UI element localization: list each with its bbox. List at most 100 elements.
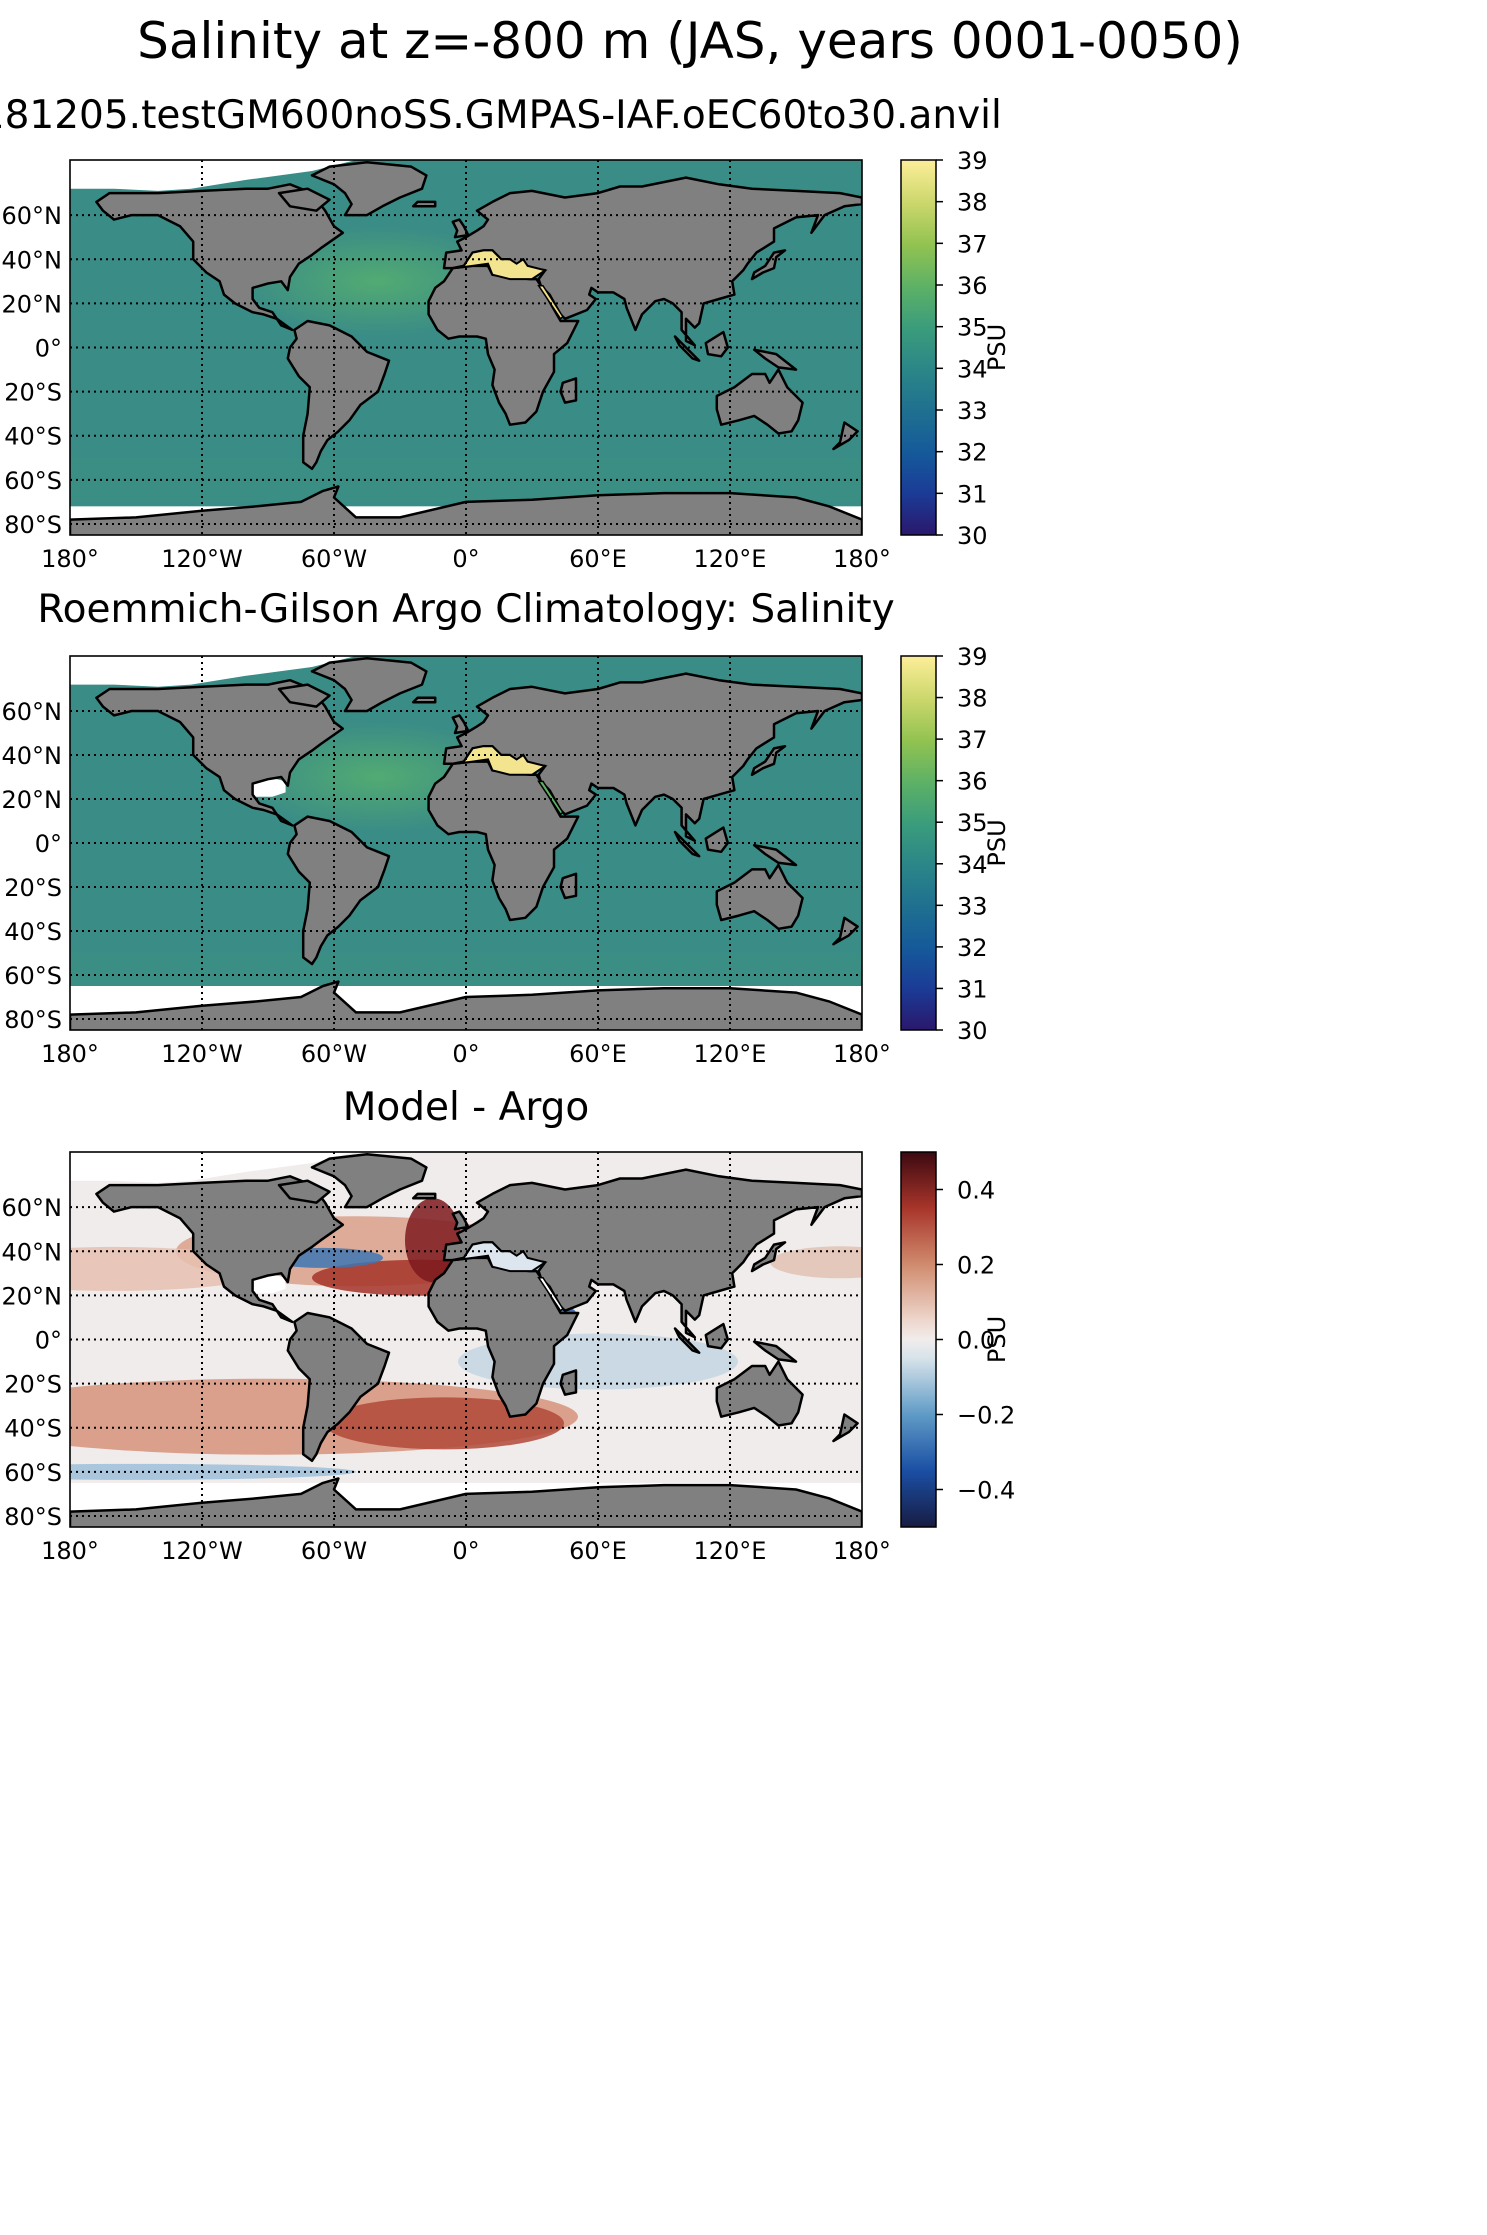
lon-tick-label: 180°	[833, 1040, 891, 1068]
land-sumatra	[673, 830, 701, 858]
land-madagascar	[559, 872, 578, 900]
lon-tick-label: 0°	[452, 1040, 479, 1068]
land-iceland	[411, 200, 437, 208]
graticule	[70, 1152, 862, 1527]
land-japan	[750, 744, 787, 777]
lon-tick-label: 0°	[452, 1537, 479, 1565]
colorbar-label: PSU	[983, 324, 1011, 371]
lon-tick-label: 180°	[41, 1040, 99, 1068]
lon-tick-label: 60°W	[301, 545, 367, 573]
lon-tick-label: 180°	[41, 1537, 99, 1565]
colorbar	[900, 655, 937, 1031]
land-south-america	[286, 815, 391, 966]
lon-tick-label: 120°E	[694, 1040, 767, 1068]
land-new-guinea	[752, 1340, 798, 1363]
lon-tick-label: 60°W	[301, 1537, 367, 1565]
colorbar-tick-label: 38	[957, 189, 988, 217]
land-antarctica	[70, 1477, 862, 1527]
land-new-guinea	[752, 843, 798, 867]
land-australia	[715, 1360, 804, 1427]
land-greenland	[310, 656, 428, 713]
colorbar	[900, 1151, 937, 1528]
missing-data-arctic	[70, 656, 356, 687]
colorbar-tick-label: 30	[957, 1017, 988, 1045]
lat-tick-label: 60°N	[2, 1194, 63, 1222]
lat-tick-label: 60°S	[4, 962, 62, 990]
land-greenland	[310, 160, 428, 217]
colorbar-tick-label: 32	[957, 934, 988, 962]
missing-data-arctic	[70, 1152, 356, 1183]
land-britain	[451, 1210, 470, 1231]
colorbar-tick-label: 38	[957, 685, 988, 713]
panel-1: 20181205.testGM600noSS.GMPAS-IAF.oEC60to…	[0, 93, 1011, 573]
lon-tick-label: 60°E	[569, 1537, 627, 1565]
lat-tick-label: 20°N	[2, 290, 63, 318]
lat-tick-label: 0°	[35, 335, 62, 363]
land-madagascar	[559, 377, 578, 404]
lat-tick-label: 0°	[35, 1327, 62, 1355]
lat-tick-label: 40°N	[2, 1238, 63, 1266]
panel-2: Roemmich-Gilson Argo Climatology: Salini…	[2, 587, 1012, 1068]
lat-tick-label: 40°S	[4, 423, 62, 451]
map-frame	[69, 1151, 863, 1528]
lat-tick-label: 20°N	[2, 1282, 63, 1310]
land-north-america	[95, 1175, 345, 1324]
anomaly-region	[70, 1463, 356, 1480]
panel-3: Model - Argo 180° 120°W 60°W 0° 60°E 120°E 180°…	[2, 1085, 1016, 1565]
colorbar-tick-label: −0.2	[957, 1402, 1015, 1430]
graticule	[70, 160, 862, 535]
anomaly-region	[770, 1246, 862, 1279]
colorbar-tick-label: 31	[957, 480, 988, 508]
lon-tick-label: 60°W	[301, 1040, 367, 1068]
land-sumatra	[673, 1327, 701, 1354]
lat-tick-label: 20°S	[4, 379, 62, 407]
colorbar-tick-label: 0.0	[957, 1327, 995, 1355]
lon-tick-label: 120°E	[694, 1537, 767, 1565]
land-eurasia	[442, 1168, 862, 1339]
land-japan	[750, 1241, 787, 1273]
colorbar-tick-label: 39	[957, 643, 988, 671]
lon-tick-label: 180°	[41, 545, 99, 573]
lat-tick-label: 80°S	[4, 1006, 62, 1034]
lon-tick-label: 120°E	[694, 545, 767, 573]
lon-tick-label: 180°	[833, 545, 891, 573]
colorbar-tick-label: 36	[957, 272, 988, 300]
land-south-america	[286, 319, 391, 471]
land-north-america	[95, 183, 345, 332]
colorbar-label: PSU	[983, 1316, 1011, 1363]
colorbar-label: PSU	[983, 819, 1011, 866]
colorbar-tick-label: 0.4	[957, 1177, 995, 1205]
figure-suptitle: Salinity at z=-800 m (JAS, years 0001-00…	[137, 12, 1243, 70]
anomaly-region	[324, 1397, 564, 1450]
lat-tick-label: 60°N	[2, 202, 63, 230]
land-antarctica	[70, 485, 862, 535]
mediterranean-sea	[454, 249, 548, 281]
land-eurasia	[442, 672, 862, 843]
land-japan	[750, 249, 787, 281]
lat-tick-label: 40°N	[2, 246, 63, 274]
land-australia	[715, 368, 804, 435]
colorbar	[900, 159, 937, 536]
map-body	[70, 1152, 862, 1527]
colorbar-tick-label: 39	[957, 147, 988, 175]
land-new-guinea	[752, 348, 798, 371]
graticule	[70, 656, 862, 1030]
lat-tick-label: 80°S	[4, 511, 62, 539]
land-iceland	[411, 1192, 437, 1200]
lon-tick-label: 60°E	[569, 545, 627, 573]
colorbar-tick-label: 36	[957, 768, 988, 796]
lon-tick-label: 0°	[452, 545, 479, 573]
lat-tick-label: 40°S	[4, 918, 62, 946]
mediterranean-sea	[454, 1241, 548, 1273]
lat-tick-label: 20°S	[4, 1371, 62, 1399]
lat-tick-label: 0°	[35, 830, 62, 858]
land-baffin	[277, 1179, 331, 1204]
red-sea	[537, 284, 564, 320]
colorbar-tick-label: 31	[957, 975, 988, 1003]
colorbar-tick-label: 35	[957, 809, 988, 837]
land-australia	[715, 863, 804, 931]
lon-tick-label: 120°W	[161, 1040, 243, 1068]
lon-tick-label: 120°W	[161, 545, 243, 573]
lat-tick-label: 60°N	[2, 698, 63, 726]
lon-tick-label: 180°	[833, 1537, 891, 1565]
